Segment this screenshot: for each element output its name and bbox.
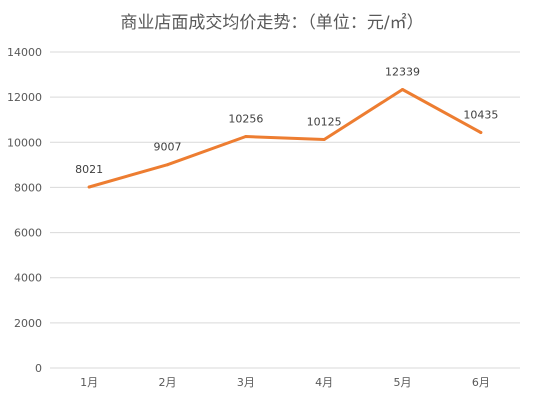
x-tick-label: 5月 [394, 376, 412, 389]
data-point [244, 135, 248, 139]
data-point [401, 87, 404, 91]
gridlines [50, 51, 520, 369]
y-axis-tick-labels: 0 2000 4000 6000 8000 10000 12000 14000 [7, 46, 42, 375]
data-point [166, 163, 169, 167]
data-label: 12339 [385, 65, 420, 78]
data-label: 10256 [228, 113, 263, 126]
data-point [479, 130, 483, 134]
y-tick-label: 12000 [7, 91, 42, 104]
series-line [87, 88, 483, 189]
x-tick-label: 3月 [237, 376, 255, 389]
y-tick-label: 6000 [14, 227, 42, 240]
y-tick-label: 2000 [14, 317, 42, 330]
y-tick-label: 10000 [7, 136, 42, 149]
x-tick-label: 1月 [80, 376, 98, 389]
data-label: 10435 [463, 108, 498, 121]
data-point [87, 185, 91, 189]
series-layer [87, 87, 483, 189]
data-labels: 8021 9007 10256 10125 12339 10435 [75, 65, 498, 175]
x-axis-tick-labels: 1月 2月 3月 4月 5月 6月 [80, 376, 490, 389]
data-point [322, 137, 326, 141]
y-tick-label: 4000 [14, 272, 42, 285]
data-label: 9007 [154, 141, 182, 154]
chart-title: 商业店面成交均价走势：（单位：元/㎡） [120, 13, 423, 33]
y-tick-label: 8000 [14, 181, 42, 194]
x-tick-label: 6月 [472, 376, 490, 389]
data-label: 10125 [307, 115, 342, 128]
x-tick-label: 2月 [159, 376, 177, 389]
data-label: 8021 [75, 163, 103, 176]
y-tick-label: 0 [35, 362, 42, 375]
x-tick-label: 4月 [315, 376, 333, 389]
y-tick-label: 14000 [7, 46, 42, 59]
